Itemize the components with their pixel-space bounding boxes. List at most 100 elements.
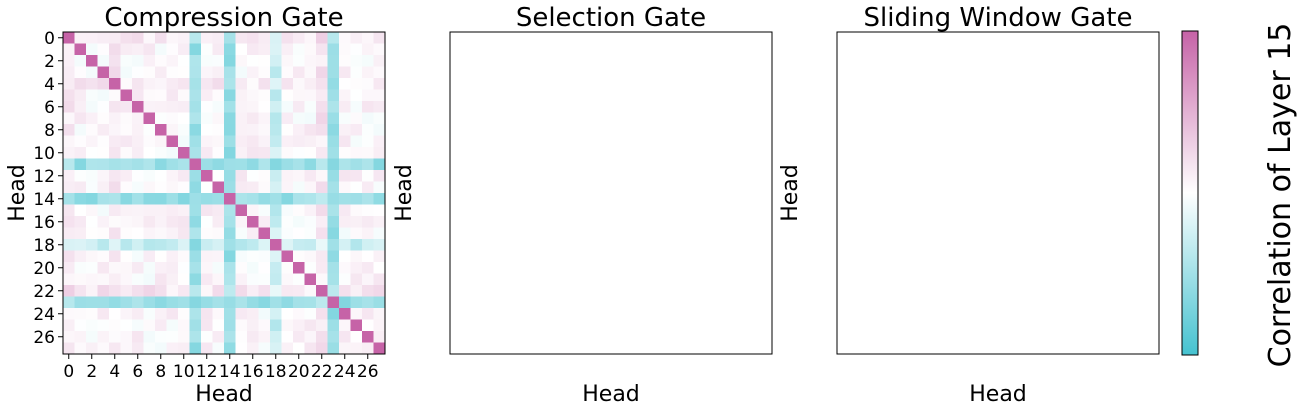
heatmap-cell <box>270 32 282 44</box>
heatmap-cell <box>362 342 374 355</box>
heatmap-cell <box>86 319 98 332</box>
heatmap-cell <box>339 308 351 320</box>
heatmap-cell <box>258 32 271 44</box>
heatmap-cell <box>270 285 282 297</box>
heatmap-cell <box>327 193 340 205</box>
heatmap-cell <box>132 262 144 274</box>
heatmap-cell <box>293 78 305 90</box>
heatmap-cell <box>97 135 110 148</box>
heatmap-cell <box>258 181 271 194</box>
heatmap-cell <box>293 43 305 56</box>
heatmap-cell <box>327 273 340 286</box>
heatmap-cell <box>155 32 167 44</box>
heatmap-cell <box>120 135 133 148</box>
heatmap-cell <box>316 66 328 79</box>
heatmap-cell <box>86 296 98 309</box>
heatmap-cell <box>166 78 179 90</box>
heatmap-cell <box>74 112 87 125</box>
heatmap-cell <box>373 193 386 205</box>
heatmap-cell <box>63 342 75 355</box>
heatmap-cell <box>86 342 98 355</box>
heatmap-cell <box>155 273 167 286</box>
heatmap-cell <box>247 66 259 79</box>
heatmap-cell <box>362 319 374 332</box>
heatmap-cell <box>97 273 110 286</box>
heatmap-cell <box>293 331 305 343</box>
heatmap-cell <box>304 193 317 205</box>
heatmap-cell <box>63 285 75 297</box>
heatmap-cell <box>293 66 305 79</box>
y-tick-label: 14 <box>33 190 55 210</box>
heatmap-cell <box>120 296 133 309</box>
heatmap-cell <box>362 170 374 182</box>
heatmap-cell <box>270 331 282 343</box>
heatmap-cell <box>109 135 121 148</box>
heatmap-cell <box>316 147 328 159</box>
heatmap-cell <box>258 273 271 286</box>
heatmap-cell <box>224 342 236 355</box>
heatmap-cell <box>63 319 75 332</box>
heatmap-cell <box>178 285 190 297</box>
x-tick-label: 22 <box>311 362 333 382</box>
x-tick-label: 18 <box>265 362 287 382</box>
heatmap-cell <box>247 319 259 332</box>
heatmap-cell <box>63 147 75 159</box>
heatmap-cell <box>63 101 75 113</box>
heatmap-cell <box>339 66 351 79</box>
heatmap-cell <box>270 147 282 159</box>
heatmap-cell <box>235 170 248 182</box>
heatmap-cell <box>247 227 259 240</box>
heatmap-cell <box>178 55 190 67</box>
heatmap-cell <box>304 78 317 90</box>
x-tick-label: 20 <box>288 362 310 382</box>
heatmap-cell <box>235 181 248 194</box>
heatmap-cell <box>109 89 121 102</box>
heatmap-cell <box>235 66 248 79</box>
heatmap-cell <box>373 285 386 297</box>
heatmap-cell <box>235 308 248 320</box>
heatmap-cell <box>224 78 236 90</box>
heatmap-cell <box>178 250 190 263</box>
heatmap-cell <box>270 43 282 56</box>
heatmap-cell <box>316 239 328 251</box>
heatmap-cell <box>155 285 167 297</box>
heatmap-cell <box>143 170 156 182</box>
heatmap-cell <box>293 101 305 113</box>
heatmap-cell <box>97 124 110 136</box>
heatmap-cell <box>143 55 156 67</box>
heatmap-cell <box>373 342 386 355</box>
heatmap-cell <box>155 170 167 182</box>
heatmap-cell <box>109 342 121 355</box>
panel-selection-gate: Selection Gate Head Head <box>392 3 773 407</box>
heatmap-cell <box>316 124 328 136</box>
heatmap-cell <box>155 181 167 194</box>
heatmap-cell <box>235 135 248 148</box>
heatmap-cell <box>132 342 144 355</box>
heatmap-cell <box>339 285 351 297</box>
heatmap-cell <box>74 181 87 194</box>
heatmap-cell <box>350 78 363 90</box>
x-ticks: 0 2 4 6 8 10 12 14 16 18 20 22 24 26 <box>63 354 379 382</box>
heatmap-cell <box>362 89 374 102</box>
heatmap-cell <box>143 112 156 125</box>
heatmap-cell <box>247 193 259 205</box>
heatmap-cell <box>224 296 236 309</box>
heatmap-cell <box>270 112 282 125</box>
panel-title: Selection Gate <box>516 3 706 33</box>
heatmap-cell <box>120 239 133 251</box>
heatmap-cell <box>86 250 98 263</box>
heatmap-cell <box>235 227 248 240</box>
heatmap-cell <box>212 342 225 355</box>
heatmap-cell <box>235 101 248 113</box>
heatmap-cell <box>189 147 202 159</box>
heatmap-cell <box>166 158 179 171</box>
heatmap-cell <box>235 250 248 263</box>
heatmap-cell <box>362 181 374 194</box>
heatmap-cell <box>235 285 248 297</box>
heatmap-cell <box>339 319 351 332</box>
heatmap-cell <box>304 43 317 56</box>
panel-title: Sliding Window Gate <box>864 3 1133 33</box>
heatmap-cell <box>327 32 340 44</box>
heatmap-cell <box>74 331 87 343</box>
